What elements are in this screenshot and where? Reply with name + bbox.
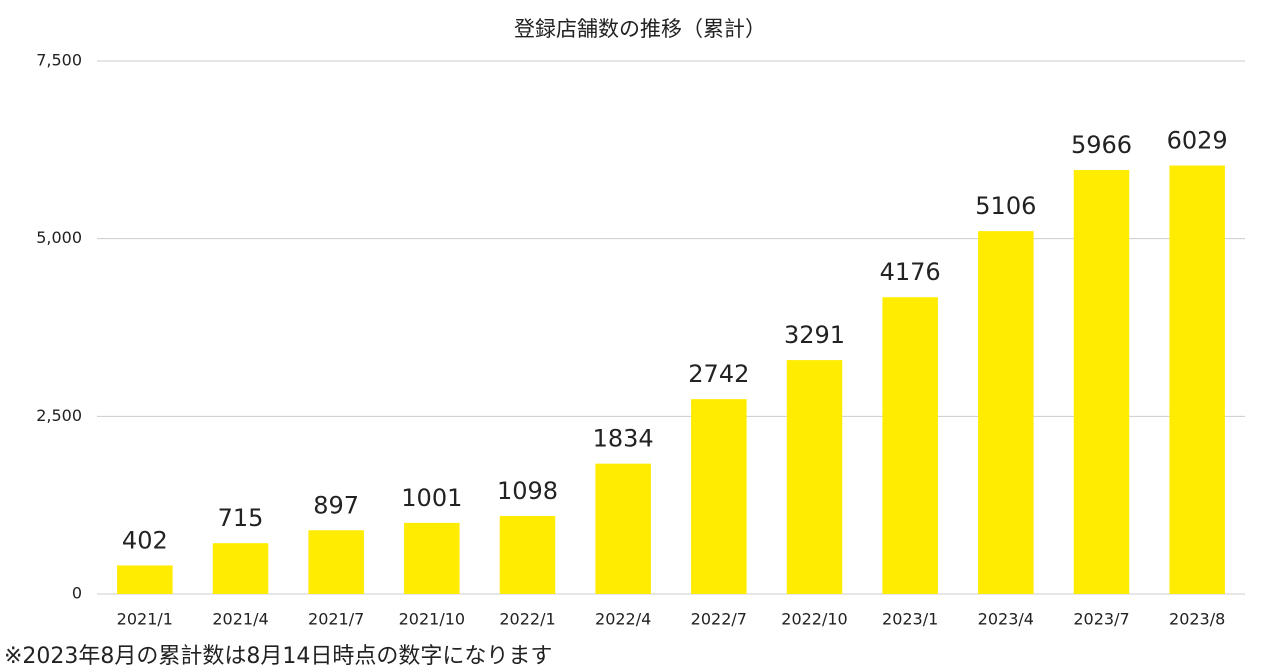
- chart-title: 登録店舗数の推移（累計）: [514, 17, 766, 41]
- bar: [308, 530, 364, 594]
- data-label: 1001: [401, 484, 462, 512]
- x-tick-label: 2023/4: [978, 610, 1034, 629]
- data-label: 4176: [880, 258, 941, 286]
- data-label: 2742: [688, 360, 749, 388]
- x-tick-label: 2023/1: [882, 610, 938, 629]
- x-tick-label: 2021/4: [212, 610, 268, 629]
- x-tick-label: 2022/10: [781, 610, 847, 629]
- bar: [404, 522, 460, 594]
- bar: [1169, 165, 1225, 594]
- x-tick-label: 2022/7: [691, 610, 747, 629]
- bar: [882, 297, 938, 594]
- data-label: 402: [122, 526, 168, 554]
- footnote: ※2023年8月の累計数は8月14日時点の数字になります: [4, 644, 552, 669]
- data-label: 715: [218, 504, 264, 532]
- data-label: 1098: [497, 477, 558, 505]
- bar: [978, 231, 1034, 594]
- x-tick-label: 2023/7: [1073, 610, 1129, 629]
- data-label: 3291: [784, 321, 845, 349]
- bar: [786, 360, 843, 594]
- bar: [212, 543, 269, 594]
- data-label: 1834: [593, 425, 654, 453]
- bar: [499, 515, 556, 594]
- y-tick-label: 5,000: [36, 228, 82, 247]
- data-label: 6029: [1167, 127, 1228, 155]
- x-tick-label: 2023/8: [1169, 610, 1225, 629]
- x-tick-label: 2021/7: [308, 610, 364, 629]
- data-label: 897: [313, 491, 359, 519]
- x-tick-label: 2022/1: [499, 610, 555, 629]
- x-tick-label: 2021/10: [399, 610, 465, 629]
- x-tick-label: 2021/1: [117, 610, 173, 629]
- y-tick-label: 7,500: [36, 51, 82, 70]
- data-label: 5966: [1071, 131, 1132, 159]
- data-label: 5106: [975, 192, 1036, 220]
- bar: [595, 463, 651, 594]
- y-tick-label: 0: [72, 584, 82, 603]
- bar: [117, 565, 173, 594]
- x-tick-label: 2022/4: [595, 610, 651, 629]
- bar: [1073, 170, 1130, 594]
- y-tick-label: 2,500: [36, 406, 82, 425]
- bar: [691, 399, 747, 594]
